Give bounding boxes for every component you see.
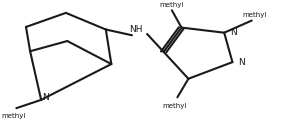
Text: N: N [42, 93, 49, 102]
Text: methyl: methyl [1, 113, 26, 119]
Text: NH: NH [129, 25, 143, 34]
Text: methyl: methyl [160, 2, 184, 8]
Text: N: N [239, 58, 245, 67]
Text: N: N [230, 28, 237, 37]
Text: methyl: methyl [242, 12, 267, 18]
Text: methyl: methyl [162, 103, 187, 109]
